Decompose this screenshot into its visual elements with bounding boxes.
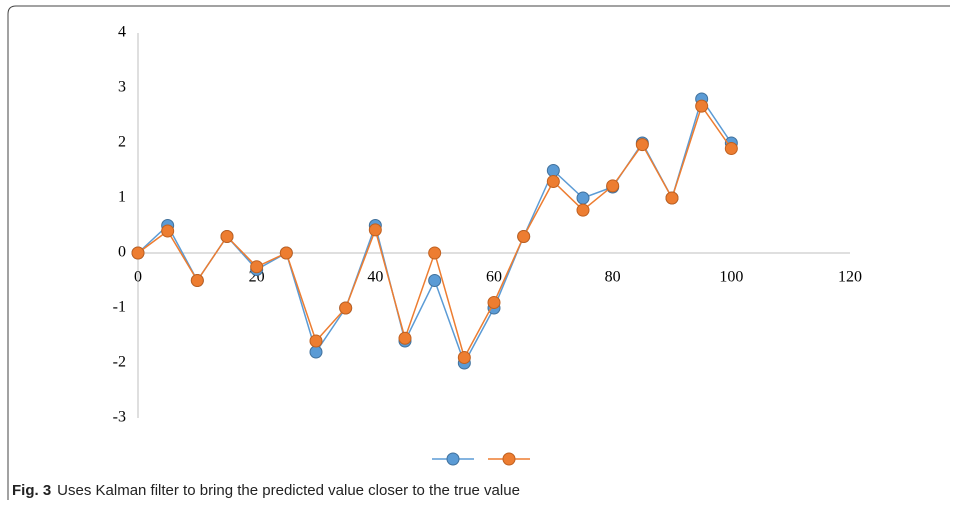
marker: [220, 230, 234, 243]
marker: [606, 179, 620, 193]
marker: [695, 99, 709, 113]
marker: [576, 191, 590, 205]
marker: [635, 138, 649, 152]
frame: [7, 5, 950, 500]
marker: [368, 223, 382, 237]
marker: [665, 191, 679, 205]
caption-label: Fig. 3: [12, 482, 51, 499]
marker: [131, 246, 145, 260]
caption-text: Uses Kalman filter to bring the predicte…: [57, 482, 520, 499]
marker: [428, 274, 442, 287]
x-tick-label: 60: [486, 269, 502, 286]
marker: [339, 301, 353, 315]
legend-marker: [446, 452, 460, 466]
y-tick-label: 0: [118, 244, 126, 261]
x-tick-label: 120: [838, 269, 862, 286]
legend-marker: [502, 452, 516, 466]
y-tick-label: 2: [118, 134, 126, 151]
x-tick-label: 100: [719, 269, 743, 286]
marker: [517, 230, 531, 243]
marker: [724, 142, 738, 155]
marker: [309, 334, 323, 348]
marker: [398, 331, 412, 345]
y-tick-label: -3: [113, 409, 126, 426]
marker: [546, 164, 560, 177]
marker: [487, 296, 501, 309]
caption: Fig. 3 Uses Kalman filter to bring the pr…: [12, 482, 520, 499]
y-tick-label: 1: [118, 189, 126, 206]
y-tick-label: 3: [118, 79, 126, 96]
marker: [546, 175, 560, 188]
marker: [250, 260, 264, 274]
marker: [457, 351, 471, 364]
marker: [279, 246, 293, 260]
marker: [428, 246, 442, 260]
y-tick-label: -1: [113, 299, 126, 316]
x-tick-label: 80: [605, 269, 621, 286]
y-tick-label: 4: [118, 24, 126, 41]
y-tick-label: -2: [113, 354, 126, 371]
marker: [309, 345, 323, 359]
marker: [161, 224, 175, 238]
x-tick-label: 0: [134, 269, 142, 286]
marker: [576, 203, 590, 217]
x-tick-label: 40: [367, 269, 383, 286]
marker: [190, 274, 204, 287]
